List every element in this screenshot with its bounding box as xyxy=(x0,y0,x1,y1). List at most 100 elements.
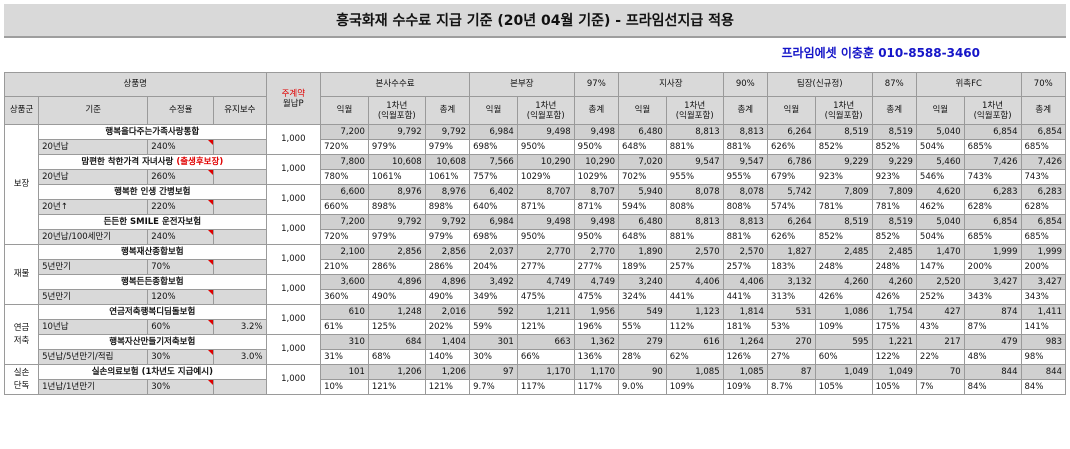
product-name: 연금저축행복디딤돌보험 xyxy=(38,304,267,320)
amount-cell: 549 xyxy=(618,304,667,320)
percent-cell: 204% xyxy=(469,259,518,275)
percent-cell: 626% xyxy=(766,139,816,155)
amount-cell: 1,123 xyxy=(665,304,724,320)
product-name: 맘편한 착한가격 자녀사랑 (출생후보장) xyxy=(38,154,267,170)
percent-cell: 84% xyxy=(963,379,1022,395)
amount-cell: 6,283 xyxy=(1020,184,1066,200)
amount-cell: 6,264 xyxy=(766,214,816,230)
rate-cell: 220% xyxy=(147,199,215,215)
premium-cell: 1,000 xyxy=(265,304,322,335)
amount-cell: 1,999 xyxy=(1020,244,1066,260)
percent-cell: 1029% xyxy=(573,169,620,185)
amount-cell: 5,460 xyxy=(915,154,965,170)
percent-cell: 105% xyxy=(871,379,917,395)
percent-cell: 1061% xyxy=(367,169,426,185)
percent-cell: 898% xyxy=(424,199,471,215)
percent-cell: 852% xyxy=(871,139,917,155)
percent-cell: 881% xyxy=(722,139,768,155)
percent-cell: 7% xyxy=(915,379,965,395)
amount-cell: 8,976 xyxy=(367,184,426,200)
amount-cell: 270 xyxy=(766,334,816,350)
amount-cell: 6,854 xyxy=(1020,214,1066,230)
header-main-premium-2: 월납P xyxy=(282,98,304,109)
premium-cell: 1,000 xyxy=(265,124,322,155)
percent-cell: 950% xyxy=(516,229,575,245)
percent-cell: 22% xyxy=(915,349,965,365)
basis-cell: 20년납 xyxy=(38,169,149,185)
percent-cell: 475% xyxy=(573,289,620,305)
percent-cell: 121% xyxy=(424,379,471,395)
header-main-premium-1: 주계약 xyxy=(281,88,306,99)
product-name-text: 행복자산만들기저축보험 xyxy=(109,336,196,347)
percent-cell: 252% xyxy=(915,289,965,305)
header-col-1y-b: (익월포함) xyxy=(675,110,714,121)
premium-cell: 1,000 xyxy=(265,154,322,185)
maint-cell xyxy=(213,169,267,185)
amount-cell: 10,608 xyxy=(424,154,471,170)
percent-cell: 202% xyxy=(424,319,471,335)
percent-cell: 640% xyxy=(469,199,518,215)
percent-cell: 257% xyxy=(722,259,768,275)
product-name: 행복재산종합보험 xyxy=(38,244,267,260)
percent-cell: 979% xyxy=(367,139,426,155)
header-main-premium: 주계약 월납P xyxy=(265,72,322,125)
percent-cell: 781% xyxy=(814,199,873,215)
premium-cell: 1,000 xyxy=(265,364,322,395)
maint-cell xyxy=(213,229,267,245)
percent-cell: 626% xyxy=(766,229,816,245)
percent-cell: 1029% xyxy=(516,169,575,185)
amount-cell: 10,608 xyxy=(367,154,426,170)
percent-cell: 871% xyxy=(573,199,620,215)
amount-cell: 90 xyxy=(618,364,667,380)
header-col-ik: 익월 xyxy=(915,96,965,125)
percent-cell: 84% xyxy=(1020,379,1066,395)
amount-cell: 1,827 xyxy=(766,244,816,260)
amount-cell: 2,770 xyxy=(516,244,575,260)
percent-cell: 923% xyxy=(871,169,917,185)
percent-cell: 490% xyxy=(424,289,471,305)
percent-cell: 121% xyxy=(367,379,426,395)
header-col-1y: 1차년 (익월포함) xyxy=(367,96,426,125)
amount-cell: 9,792 xyxy=(367,124,426,140)
percent-cell: 43% xyxy=(915,319,965,335)
percent-cell: 48% xyxy=(963,349,1022,365)
amount-cell: 479 xyxy=(963,334,1022,350)
percent-cell: 628% xyxy=(963,199,1022,215)
percent-cell: 175% xyxy=(871,319,917,335)
amount-cell: 1,890 xyxy=(618,244,667,260)
percent-cell: 426% xyxy=(814,289,873,305)
percent-cell: 881% xyxy=(665,229,724,245)
percent-cell: 112% xyxy=(665,319,724,335)
percent-cell: 87% xyxy=(963,319,1022,335)
premium-cell: 1,000 xyxy=(265,274,322,305)
amount-cell: 8,078 xyxy=(722,184,768,200)
percent-cell: 122% xyxy=(871,349,917,365)
table-row: 행복한 인생 간병보험 1,000 6,600 8,976 8,976 6,402 8,70… xyxy=(5,184,1066,215)
amount-cell: 1,049 xyxy=(814,364,873,380)
amount-cell: 9,792 xyxy=(367,214,426,230)
basis-cell: 20년↑ xyxy=(38,199,149,215)
header-col-1y: 1차년 (익월포함) xyxy=(516,96,575,125)
table-row: 5년만기 70% 210% 286% 286% 204% 277% 277% 189% 257% 2… xyxy=(5,259,1066,275)
percent-cell: 955% xyxy=(665,169,724,185)
amount-cell: 97 xyxy=(469,364,518,380)
product-name: 든든한 SMILE 운전자보험 xyxy=(38,214,267,230)
header-col-total: 총계 xyxy=(573,96,620,125)
amount-cell: 8,813 xyxy=(665,214,724,230)
percent-cell: 881% xyxy=(665,139,724,155)
header-team: 팀장(신규정) xyxy=(766,72,873,97)
header-col-ik: 익월 xyxy=(320,96,369,125)
percent-cell: 923% xyxy=(814,169,873,185)
amount-cell: 4,749 xyxy=(516,274,575,290)
rate-cell: 30% xyxy=(147,349,215,365)
percent-cell: 852% xyxy=(871,229,917,245)
header-col-total: 총계 xyxy=(424,96,471,125)
basis-cell: 5년만기 xyxy=(38,289,149,305)
basis-cell: 5년만기 xyxy=(38,259,149,275)
percent-cell: 181% xyxy=(722,319,768,335)
percent-cell: 475% xyxy=(516,289,575,305)
amount-cell: 7,800 xyxy=(320,154,369,170)
amount-cell: 6,786 xyxy=(766,154,816,170)
maint-cell xyxy=(213,379,267,395)
percent-cell: 504% xyxy=(915,229,965,245)
